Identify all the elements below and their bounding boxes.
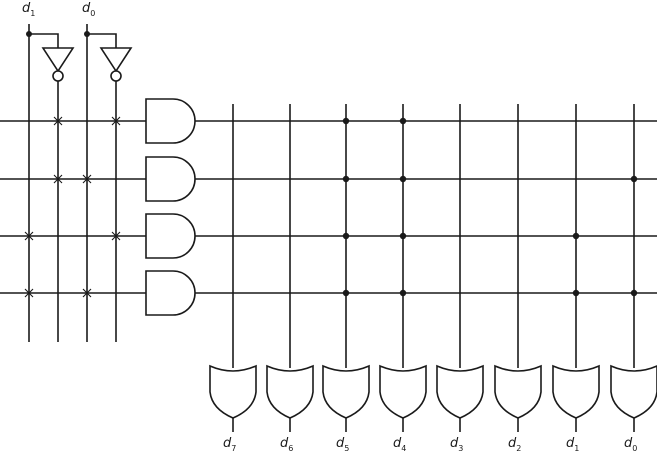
output-column-d3: d3 (436, 104, 484, 453)
output-column-d1: d1 (552, 104, 600, 453)
and-plane-lines (0, 120, 146, 294)
output-column-d0: d0 (610, 104, 657, 453)
connection-dot (572, 289, 580, 297)
or-gate (379, 364, 427, 419)
and-gate-4 (145, 270, 196, 316)
output-column-d7: d7 (209, 104, 257, 453)
connection-dot (572, 232, 580, 240)
or-gate (209, 364, 257, 419)
input-label-d1: d1 (22, 1, 35, 18)
connection-dot (342, 117, 350, 125)
connection-dot (399, 117, 407, 125)
or-gate (322, 364, 370, 419)
output-label-d7: d7 (223, 436, 236, 453)
input-label-d0: d0 (82, 1, 95, 18)
and-gate-3 (145, 213, 196, 259)
or-gate (266, 364, 314, 419)
connection-dot (399, 175, 407, 183)
connection-dot (399, 289, 407, 297)
output-label-d1: d1 (566, 436, 579, 453)
and-crosspoints (24, 116, 121, 298)
connection-dot (342, 289, 350, 297)
output-label-d0: d0 (624, 436, 637, 453)
or-gate (436, 364, 484, 419)
connection-dot (342, 175, 350, 183)
or-gate (494, 364, 542, 419)
or-plane-lines (195, 120, 657, 294)
inverter-d0 (87, 33, 133, 342)
connection-dot (630, 175, 638, 183)
output-column-d5: d5 (322, 104, 370, 453)
output-label-d5: d5 (336, 436, 349, 453)
inverter-d1 (29, 33, 75, 342)
connection-dot (630, 289, 638, 297)
output-column-d2: d2 (494, 104, 542, 453)
or-plane-outputs: d7 d6 d5 d4 d3 d2 d1 d0 (209, 104, 657, 453)
and-gate-1 (145, 98, 196, 144)
output-column-d4: d4 (379, 104, 427, 453)
connection-dot (342, 232, 350, 240)
or-gate (610, 364, 657, 419)
output-column-d6: d6 (266, 104, 314, 453)
output-label-d3: d3 (450, 436, 463, 453)
output-label-d6: d6 (280, 436, 293, 453)
output-label-d4: d4 (393, 436, 406, 453)
or-gate (552, 364, 600, 419)
and-gate-2 (145, 156, 196, 202)
output-label-d2: d2 (508, 436, 521, 453)
connection-dot (399, 232, 407, 240)
